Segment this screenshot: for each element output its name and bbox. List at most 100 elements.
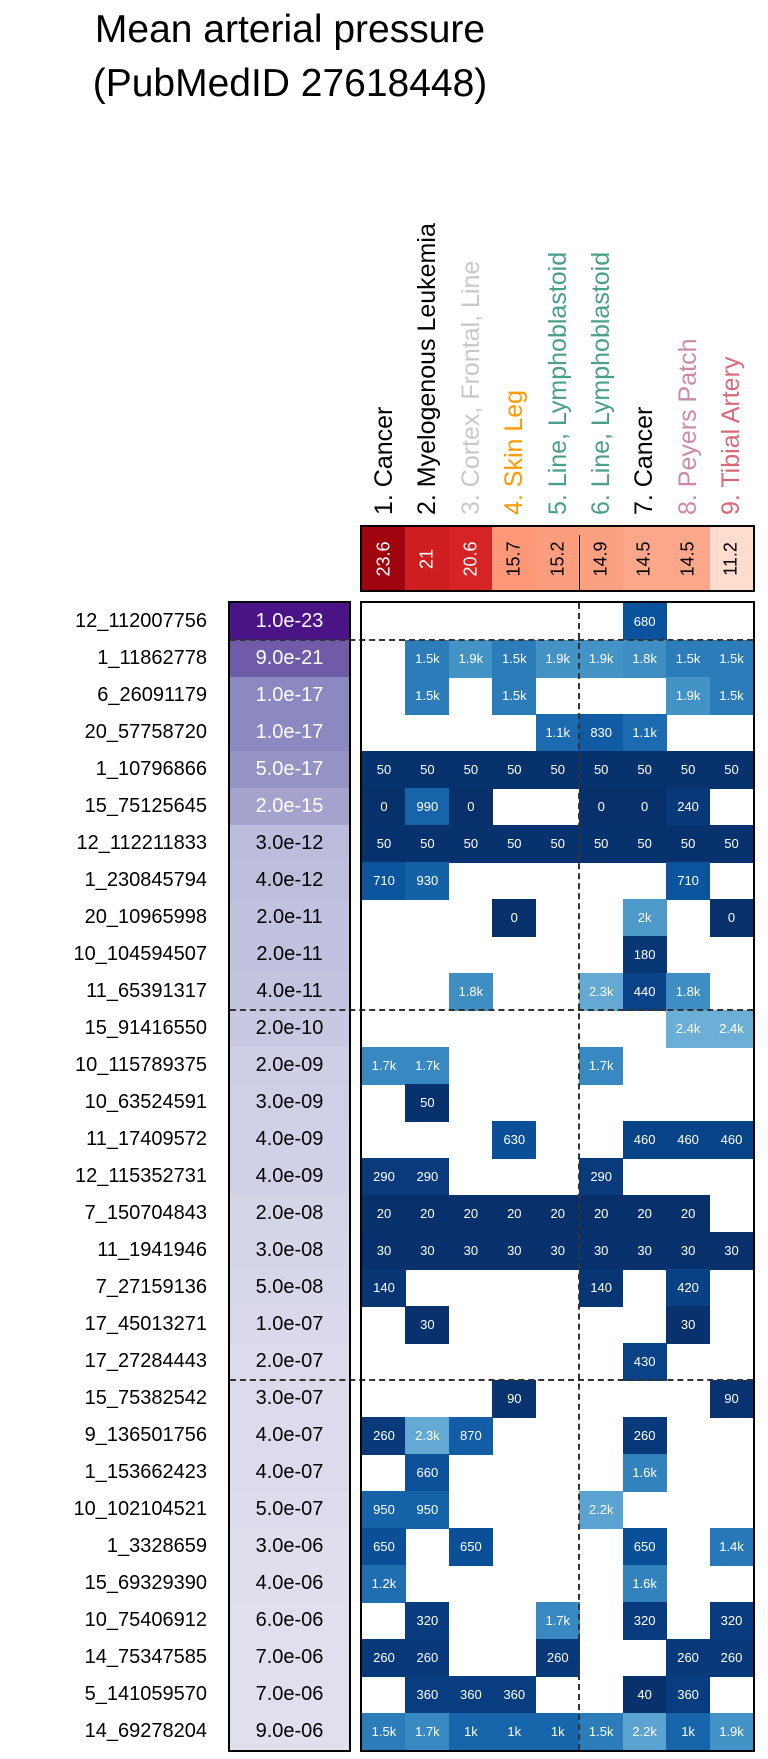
p-value-cell: 4.0e-07: [230, 1454, 349, 1491]
header-score-cell: [405, 527, 450, 590]
p-value-cell: 5.0e-07: [230, 1491, 349, 1528]
row-label-snp: 1_11862778: [97, 647, 207, 669]
heatmap-cell: 50: [535, 751, 580, 789]
heatmap-cell: 1.2k: [362, 1565, 406, 1603]
heatmap-cell: 710: [666, 862, 711, 900]
header-score-cell: [492, 527, 537, 590]
heatmap-cell: 90: [492, 1380, 537, 1418]
heatmap-cell: 650: [362, 1528, 406, 1566]
heatmap-cell: 930: [405, 862, 450, 900]
p-value-cell: 4.0e-12: [230, 862, 349, 899]
heatmap-cell: 260: [362, 1639, 406, 1677]
heatmap-cell: 30: [362, 1232, 406, 1270]
heatmap-cell: 50: [622, 751, 667, 789]
heatmap-cell: 1.8k: [622, 640, 667, 678]
row-label-snp: 10_63524591: [84, 1091, 207, 1113]
heatmap-cell: 20: [535, 1195, 580, 1233]
heatmap-cell: 50: [405, 825, 450, 863]
heatmap-cell: 630: [492, 1121, 537, 1159]
heatmap-cell: 30: [666, 1306, 711, 1344]
p-value-cell: 1.0e-07: [230, 1306, 349, 1343]
row-label-snp: 7_27159136: [95, 1276, 207, 1298]
heatmap-cell: 50: [405, 1084, 450, 1122]
row-label-snp: 15_69329390: [84, 1572, 207, 1594]
row-label-snp: 14_69278204: [84, 1720, 207, 1742]
heatmap-cell: 320: [709, 1602, 754, 1640]
heatmap-cell: 1.9k: [579, 640, 624, 678]
header-score-cell: [448, 527, 493, 590]
p-value-cell: 3.0e-08: [230, 1232, 349, 1269]
heatmap-cell: 30: [405, 1232, 450, 1270]
heatmap-cell: 1.7k: [579, 1047, 624, 1085]
heatmap-cell: 460: [622, 1121, 667, 1159]
p-value-cell: 7.0e-06: [230, 1639, 349, 1676]
row-label-snp: 15_75125645: [84, 795, 207, 817]
heatmap-cell: 260: [362, 1417, 406, 1455]
heatmap-cell: 20: [622, 1195, 667, 1233]
heatmap-cell: 50: [709, 751, 754, 789]
heatmap-cell: 30: [448, 1232, 493, 1270]
column-label: 2. Myelogenous Leukemia: [413, 223, 442, 515]
heatmap-border: [360, 601, 755, 1752]
heatmap-cell: 50: [709, 825, 754, 863]
heatmap-cell: 0: [362, 788, 406, 826]
heatmap-cell: 260: [405, 1639, 450, 1677]
p-value-cell: 1.0e-23: [230, 603, 349, 640]
header-border: [360, 525, 755, 592]
row-label-snp: 1_10796866: [95, 758, 207, 780]
heatmap-cell: 1.1k: [535, 714, 580, 752]
heatmap-cell: 20: [405, 1195, 450, 1233]
heatmap-cell: 50: [492, 825, 537, 863]
p-value-cell: 2.0e-08: [230, 1195, 349, 1232]
heatmap-cell: 0: [709, 899, 754, 937]
heatmap-cell: 1k: [535, 1713, 580, 1751]
p-value-cell: 2.0e-07: [230, 1343, 349, 1380]
p-value-cell: 1.0e-17: [230, 677, 349, 714]
row-label-snp: 20_57758720: [84, 721, 207, 743]
heatmap-cell: 290: [405, 1158, 450, 1196]
heatmap-cell: 360: [492, 1676, 537, 1714]
heatmap-cell: 460: [709, 1121, 754, 1159]
header-score-cell: [666, 527, 711, 590]
header-score-cell: [622, 527, 667, 590]
heatmap-cell: 870: [448, 1417, 493, 1455]
row-label-snp: 1_153662423: [84, 1461, 207, 1483]
heatmap-cell: 260: [535, 1639, 580, 1677]
heatmap-cell: 40: [622, 1676, 667, 1714]
row-label-snp: 17_27284443: [84, 1350, 207, 1372]
heatmap-cell: 50: [666, 751, 711, 789]
heatmap-cell: 950: [362, 1491, 406, 1529]
p-value-cell: 4.0e-09: [230, 1121, 349, 1158]
heatmap-cell: 0: [622, 788, 667, 826]
heatmap-cell: 290: [362, 1158, 406, 1196]
heatmap-cell: 30: [709, 1232, 754, 1270]
heatmap-cell: 0: [492, 899, 537, 937]
row-label-snp: 11_17409572: [86, 1128, 207, 1150]
p-value-cell: 9.0e-06: [230, 1713, 349, 1750]
row-label-snp: 15_75382542: [84, 1387, 207, 1409]
row-group-divider: [230, 1009, 753, 1011]
heatmap-cell: 260: [709, 1639, 754, 1677]
p-value-cell: 1.0e-17: [230, 714, 349, 751]
heatmap-cell: 680: [622, 603, 667, 641]
p-value-cell: 2.0e-11: [230, 899, 349, 936]
heatmap-cell: 420: [666, 1269, 711, 1307]
heatmap-cell: 50: [579, 751, 624, 789]
row-label-snp: 5_141059570: [84, 1683, 207, 1705]
p-value-cell: 5.0e-08: [230, 1269, 349, 1306]
header-score-cell: [362, 527, 406, 590]
heatmap-cell: 430: [622, 1343, 667, 1381]
row-label-snp: 11_65391317: [86, 980, 207, 1002]
heatmap-cell: 1.9k: [448, 640, 493, 678]
heatmap-cell: 30: [492, 1232, 537, 1270]
heatmap-cell: 1.5k: [405, 677, 450, 715]
row-group-divider: [230, 639, 753, 641]
heatmap-cell: 360: [405, 1676, 450, 1714]
p-value-cell: 3.0e-09: [230, 1084, 349, 1121]
heatmap-cell: 660: [405, 1454, 450, 1492]
heatmap-cell: 140: [362, 1269, 406, 1307]
p-value-cell: 2.0e-10: [230, 1010, 349, 1047]
heatmap-cell: 2.4k: [666, 1010, 711, 1048]
row-label-snp: 20_10965998: [84, 906, 207, 928]
heatmap-cell: 320: [622, 1602, 667, 1640]
